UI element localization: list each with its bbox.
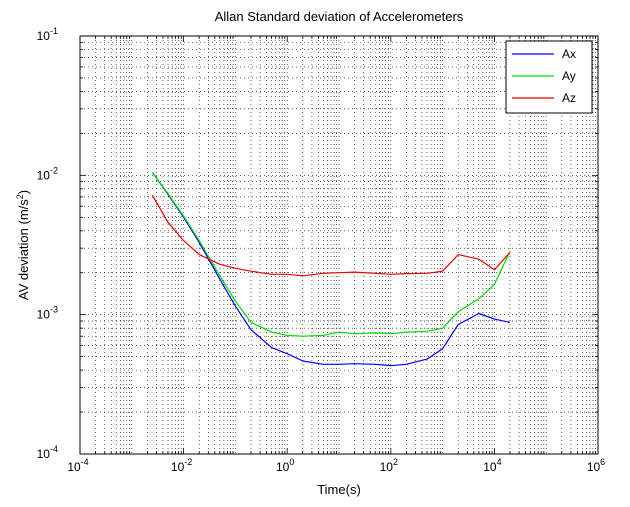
x-tick-label: 10-2 bbox=[171, 457, 192, 474]
legend-label-ax: Ax bbox=[562, 47, 576, 61]
y-tick-label: 10-3 bbox=[37, 305, 58, 322]
x-tick-label: 10-4 bbox=[67, 457, 88, 474]
series-lines bbox=[151, 172, 511, 367]
legend-box bbox=[505, 40, 593, 114]
axes-box bbox=[79, 35, 599, 455]
series-line-az bbox=[151, 194, 511, 277]
y-tick-label: 10-1 bbox=[37, 26, 58, 43]
chart-title: Allan Standard deviation of Acceleromete… bbox=[215, 9, 464, 24]
x-tick-label: 102 bbox=[380, 457, 398, 474]
y-tick-label: 10-2 bbox=[37, 165, 58, 182]
x-tick-label: 106 bbox=[587, 457, 605, 474]
grid-lines bbox=[79, 36, 599, 454]
y-axis-label: AV deviation (m/s2) bbox=[15, 190, 31, 300]
y-tick-label: 10-4 bbox=[37, 444, 58, 461]
series-line-ax bbox=[151, 172, 511, 367]
legend-label-ay: Ay bbox=[562, 69, 576, 83]
series-line-ay bbox=[151, 172, 511, 337]
legend: Ax Ay Az bbox=[505, 40, 593, 114]
x-tick-label: 100 bbox=[276, 457, 294, 474]
legend-label-az: Az bbox=[562, 91, 576, 105]
x-axis-label: Time(s) bbox=[317, 482, 361, 497]
x-tick-label: 104 bbox=[483, 457, 501, 474]
